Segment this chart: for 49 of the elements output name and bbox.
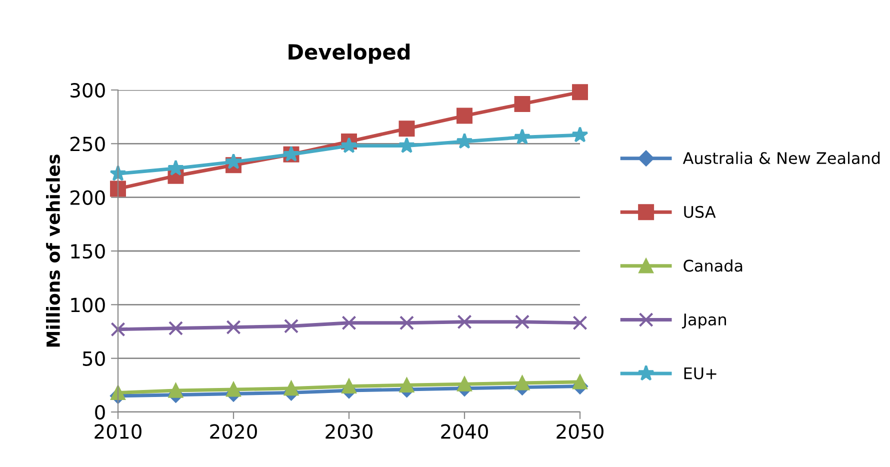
y-axis-title: Millions of vehicles	[46, 154, 60, 347]
point	[514, 96, 530, 112]
y-tick-label: 0	[95, 404, 105, 420]
point	[399, 316, 414, 330]
point	[168, 320, 184, 336]
point	[168, 383, 184, 398]
point	[456, 132, 473, 149]
point	[572, 126, 588, 142]
point	[457, 376, 472, 392]
point	[514, 314, 530, 330]
legend-label: Australia & New Zealand	[682, 152, 880, 164]
y-tick-label: 250	[70, 136, 105, 152]
legend-label: EU+	[684, 367, 716, 380]
point	[225, 153, 242, 170]
point	[398, 120, 415, 137]
point	[110, 385, 126, 400]
y-tick-label: 150	[71, 244, 105, 259]
point	[572, 84, 588, 100]
y-tick-label: 50	[82, 351, 105, 366]
x-tick-label: 2020	[210, 424, 257, 439]
point	[110, 322, 126, 337]
point	[342, 316, 356, 330]
point	[572, 374, 588, 390]
point	[284, 381, 299, 396]
point	[514, 128, 531, 144]
x-tick-label: 2040	[441, 424, 488, 439]
point	[110, 180, 126, 197]
point	[226, 320, 241, 334]
point	[226, 382, 241, 397]
legend-label: Japan	[682, 314, 726, 329]
legend-label: USA	[684, 206, 716, 218]
point	[399, 378, 414, 392]
point	[514, 376, 530, 390]
x-tick-label: 2010	[94, 424, 142, 439]
y-tick-label: 300	[70, 82, 105, 98]
x-tick-label: 2030	[326, 424, 372, 439]
point	[342, 378, 356, 394]
point	[456, 108, 472, 124]
y-tick-label: 100	[71, 298, 105, 312]
point	[167, 160, 184, 176]
y-tick-label: 200	[70, 190, 105, 205]
chart-title: Developed	[288, 44, 410, 64]
point	[284, 318, 299, 334]
point	[457, 314, 472, 330]
legend-label: Canada	[684, 259, 742, 272]
point	[398, 137, 416, 154]
point	[340, 137, 358, 154]
point	[572, 316, 588, 330]
x-tick-label: 2050	[556, 424, 604, 439]
